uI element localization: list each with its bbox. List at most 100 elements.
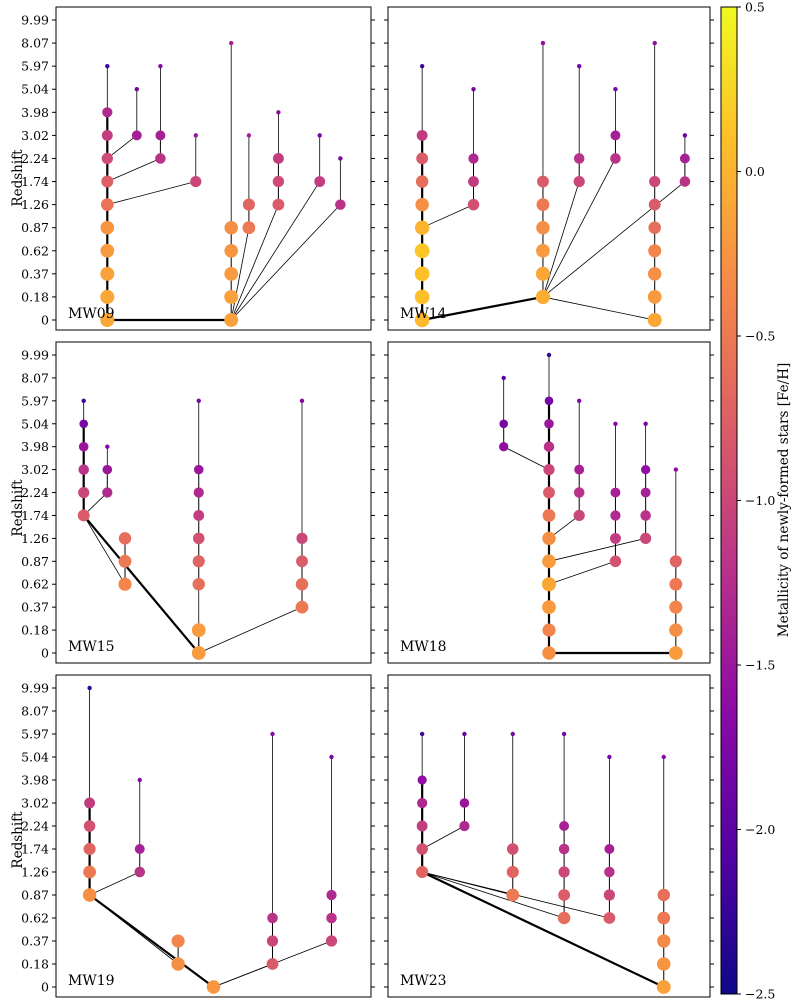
halo-node xyxy=(558,866,570,878)
halo-node xyxy=(613,421,618,426)
merger-link xyxy=(89,871,140,896)
halo-node xyxy=(84,797,96,809)
y-tick-label: 3.98 xyxy=(21,773,49,788)
merger-link xyxy=(548,537,646,562)
halo-node xyxy=(335,199,346,210)
halo-node xyxy=(542,509,556,522)
merger-link xyxy=(230,181,321,321)
halo-node xyxy=(338,156,343,161)
panel-frame xyxy=(55,6,372,331)
y-tick-label: 2.24 xyxy=(21,819,49,834)
y-tick-label: 0.37 xyxy=(21,600,49,615)
merger-link xyxy=(230,204,279,321)
y-tick-label: 1.26 xyxy=(21,197,49,212)
halo-node xyxy=(272,198,285,211)
y-tick-label: 8.07 xyxy=(21,370,49,385)
halo-node xyxy=(561,731,567,737)
halo-node xyxy=(417,797,428,809)
panel-frame xyxy=(387,6,711,331)
halo-node xyxy=(224,243,238,258)
halo-node xyxy=(610,130,621,141)
y-tick-label: 5.97 xyxy=(21,59,49,74)
halo-node xyxy=(192,577,205,591)
y-tick-label: 0.62 xyxy=(21,577,49,592)
halo-node xyxy=(81,398,86,404)
halo-node xyxy=(102,487,113,498)
halo-node xyxy=(296,532,308,544)
y-tick-label: 0.18 xyxy=(21,289,49,304)
halo-node xyxy=(78,441,89,452)
halo-node xyxy=(266,935,279,947)
panel-MW19: 9.99 8.07 5.97 5.04 3.98 3.02 2.24 1.74 1.26 0.87… xyxy=(21,674,375,998)
y-tick-label: 0.37 xyxy=(21,934,49,949)
halo-node xyxy=(559,821,570,831)
halo-node xyxy=(414,266,430,282)
halo-node xyxy=(155,130,166,141)
y-tick-label: 2.24 xyxy=(21,151,49,166)
y-tick-label: 5.04 xyxy=(21,416,49,431)
halo-node xyxy=(604,866,615,878)
y-tick-label: 9.99 xyxy=(21,13,49,28)
halo-node xyxy=(317,133,322,138)
merger-link xyxy=(107,135,138,159)
halo-node xyxy=(190,175,202,188)
panel-name: MW09 xyxy=(68,306,115,322)
halo-node xyxy=(416,843,428,855)
panel-MW14: MW14 xyxy=(384,6,714,331)
halo-node xyxy=(648,221,661,234)
halo-node xyxy=(416,820,428,832)
halo-node xyxy=(266,958,279,970)
halo-node xyxy=(506,865,519,879)
halo-node xyxy=(652,40,657,46)
halo-node xyxy=(468,176,479,187)
halo-node xyxy=(83,842,96,856)
merger-link xyxy=(503,446,550,470)
panel-MW15: 9.99 8.07 5.97 5.04 3.98 3.02 2.24 1.74 1.26 0.87… xyxy=(21,341,375,664)
halo-node xyxy=(640,532,652,544)
halo-node xyxy=(77,509,90,522)
halo-node xyxy=(573,153,585,164)
halo-node xyxy=(649,175,661,188)
halo-node xyxy=(542,600,556,615)
y-tick-label: 0 xyxy=(41,646,49,661)
halo-node xyxy=(603,912,616,924)
halo-node xyxy=(679,176,691,187)
halo-node xyxy=(101,175,114,188)
colorbar-tick-label: −2.0 xyxy=(745,822,775,837)
halo-node xyxy=(657,934,671,948)
halo-node xyxy=(657,888,670,902)
halo-node xyxy=(122,536,128,541)
panel-name: MW19 xyxy=(68,973,115,989)
halo-node xyxy=(100,289,115,304)
halo-node xyxy=(510,731,515,737)
halo-node xyxy=(191,646,206,660)
halo-node xyxy=(459,820,470,832)
halo-node xyxy=(679,153,690,164)
merger-link xyxy=(422,871,565,919)
colorbar-tick-label: −0.5 xyxy=(745,329,775,344)
merger-link xyxy=(421,825,465,850)
halo-node xyxy=(100,312,115,328)
halo-node xyxy=(417,775,427,785)
halo-node xyxy=(211,984,216,990)
halo-node xyxy=(647,267,662,281)
main-progenitor-link xyxy=(82,514,200,654)
halo-node xyxy=(192,532,205,545)
panel-frame xyxy=(387,674,711,998)
y-tick-label: 0.18 xyxy=(21,623,49,638)
y-tick-label: 0.87 xyxy=(21,888,49,903)
halo-node xyxy=(78,486,90,499)
halo-node xyxy=(468,153,479,164)
halo-node xyxy=(242,198,255,211)
halo-node xyxy=(499,419,509,429)
main-progenitor-link xyxy=(421,871,665,988)
halo-node xyxy=(100,220,115,235)
halo-node xyxy=(246,133,252,138)
halo-node xyxy=(506,888,520,902)
halo-node xyxy=(105,63,110,69)
panel-name: MW14 xyxy=(400,306,447,322)
halo-node xyxy=(295,577,309,591)
halo-node xyxy=(577,63,582,69)
halo-node xyxy=(134,866,146,878)
halo-node xyxy=(414,312,430,328)
